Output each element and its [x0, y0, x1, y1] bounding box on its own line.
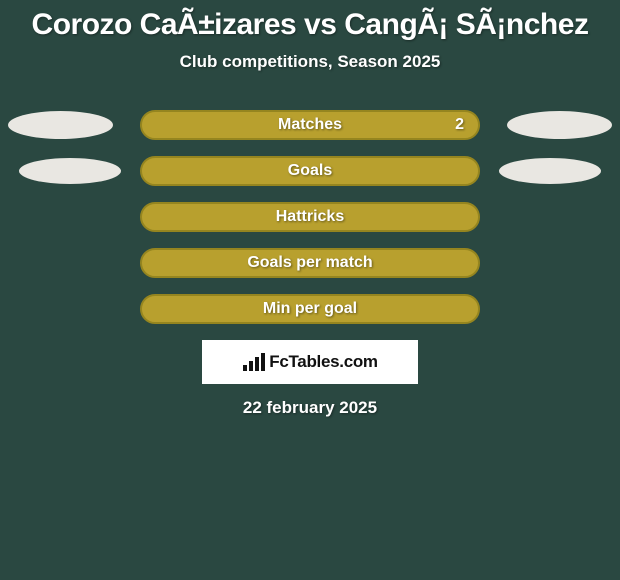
logo: FcTables.com [242, 352, 378, 372]
stat-row-min-per-goal: Min per goal [0, 294, 620, 324]
stat-label: Goals per match [142, 254, 478, 272]
stat-bar: Matches 2 [140, 110, 480, 140]
logo-text: FcTables.com [269, 352, 378, 372]
left-ellipse-icon [19, 158, 121, 184]
stat-label: Min per goal [142, 300, 478, 318]
stat-row-goals: Goals [0, 156, 620, 186]
stat-value: 2 [455, 116, 464, 134]
logo-box: FcTables.com [202, 340, 418, 384]
stat-label: Matches [142, 116, 478, 134]
stat-label: Hattricks [142, 208, 478, 226]
right-ellipse-icon [499, 158, 601, 184]
page-title: Corozo CaÃ±izares vs CangÃ¡ SÃ¡nchez [0, 8, 620, 42]
left-ellipse-icon [8, 111, 113, 139]
date-label: 22 february 2025 [0, 398, 620, 418]
stat-label: Goals [142, 162, 478, 180]
infographic-container: Corozo CaÃ±izares vs CangÃ¡ SÃ¡nchez Clu… [0, 0, 620, 418]
stat-row-matches: Matches 2 [0, 110, 620, 140]
stat-row-goals-per-match: Goals per match [0, 248, 620, 278]
right-ellipse-icon [507, 111, 612, 139]
subtitle: Club competitions, Season 2025 [0, 52, 620, 72]
stat-bar: Goals [140, 156, 480, 186]
stat-bar: Hattricks [140, 202, 480, 232]
stat-row-hattricks: Hattricks [0, 202, 620, 232]
stat-bar: Goals per match [140, 248, 480, 278]
stat-bar: Min per goal [140, 294, 480, 324]
bar-chart-icon [242, 352, 266, 372]
